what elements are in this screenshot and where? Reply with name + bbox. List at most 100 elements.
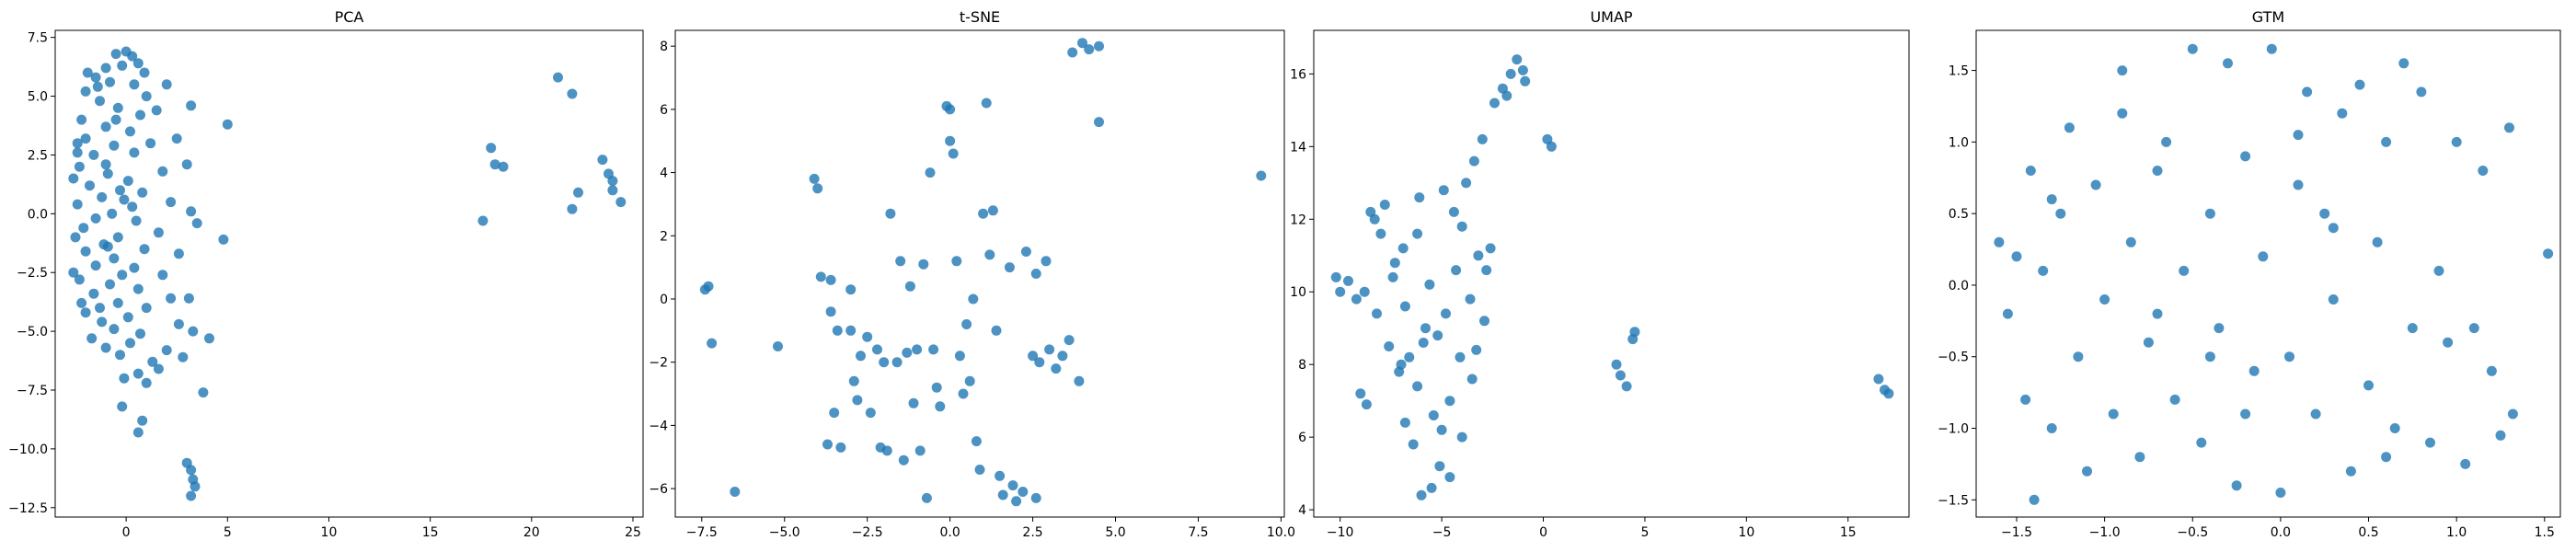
scatter-point xyxy=(891,357,903,368)
x-tick-label: 20 xyxy=(523,525,540,540)
scatter-point xyxy=(872,344,882,355)
scatter-point xyxy=(945,135,956,146)
scatter-point xyxy=(1883,388,1894,399)
scatter-point xyxy=(1330,271,1341,282)
scatter-point xyxy=(1485,243,1496,254)
scatter-point xyxy=(1621,381,1632,392)
scatter-point xyxy=(2143,337,2154,348)
scatter-point xyxy=(848,375,859,386)
scatter-point xyxy=(707,338,718,349)
scatter-point xyxy=(1505,68,1516,79)
scatter-point xyxy=(115,185,125,196)
scatter-point xyxy=(1067,47,1078,58)
scatter-point xyxy=(1020,247,1031,257)
scatter-point xyxy=(1471,344,1482,355)
scatter-point xyxy=(573,187,583,198)
scatter-point xyxy=(2328,294,2339,305)
scatter-point xyxy=(1434,461,1445,472)
scatter-point xyxy=(100,63,111,74)
scatter-point xyxy=(1361,399,1372,410)
scatter-point xyxy=(2248,365,2260,376)
scatter-series xyxy=(68,46,627,501)
scatter-point xyxy=(1384,341,1395,351)
scatter-point xyxy=(2204,208,2215,219)
axes-frame xyxy=(1313,29,1910,518)
scatter-point xyxy=(129,147,140,158)
scatter-point xyxy=(1444,472,1455,483)
y-tick-label: 1.0 xyxy=(1949,135,1969,150)
axes-frame xyxy=(54,29,644,518)
scatter-point xyxy=(2038,265,2049,276)
scatter-point xyxy=(1512,54,1523,65)
scatter-point xyxy=(2179,265,2190,276)
y-tick-label: 1.5 xyxy=(1949,64,1969,79)
axes-title: GTM xyxy=(2252,8,2284,26)
x-tick-label: 2.5 xyxy=(1022,525,1042,540)
scatter-point xyxy=(173,318,184,329)
y-tick-label: −1.0 xyxy=(1938,422,1969,437)
scatter-point xyxy=(1028,351,1039,362)
scatter-point xyxy=(80,133,91,144)
y-tick-label: −7.5 xyxy=(17,384,48,398)
scatter-point xyxy=(161,345,172,356)
x-tick-label: −1.0 xyxy=(2089,525,2121,540)
scatter-point xyxy=(997,489,1008,500)
scatter-point xyxy=(97,191,108,202)
scatter-point xyxy=(981,98,992,109)
y-tick-label: 8 xyxy=(660,40,668,54)
scatter-point xyxy=(95,303,105,314)
scatter-point xyxy=(773,341,783,351)
scatter-point xyxy=(567,203,578,214)
scatter-point xyxy=(122,312,133,323)
scatter-point xyxy=(1468,155,1479,167)
scatter-point xyxy=(995,470,1006,481)
scatter-point xyxy=(92,81,103,92)
scatter-point xyxy=(100,159,111,170)
x-tick-label: 1.0 xyxy=(2446,525,2467,540)
scatter-point xyxy=(553,72,563,83)
scatter-point xyxy=(1428,410,1439,420)
scatter-point xyxy=(489,159,500,170)
scatter-point xyxy=(147,356,158,367)
scatter-point xyxy=(2055,208,2066,219)
scatter-point xyxy=(76,297,87,308)
scatter-point xyxy=(1441,308,1451,319)
scatter-point xyxy=(1399,417,1410,428)
scatter-point xyxy=(1629,327,1640,338)
axes-panel: UMAP −10 −5 0 5 10 15 4 6 8 10 12 14 16 xyxy=(1290,8,1910,540)
scatter-point xyxy=(1030,269,1041,279)
scatter-point xyxy=(186,465,197,476)
scatter-point xyxy=(135,328,145,339)
scatter-point xyxy=(2293,130,2304,141)
x-tick-label: −2.5 xyxy=(852,525,883,540)
scatter-point xyxy=(1451,265,1462,276)
scatter-point xyxy=(895,256,906,267)
scatter-point xyxy=(1479,316,1489,327)
x-tick-label: 0.0 xyxy=(939,525,960,540)
scatter-point xyxy=(2073,351,2084,362)
scatter-point xyxy=(1396,359,1407,370)
scatter-point xyxy=(935,401,946,412)
y-tick-label: 6 xyxy=(660,103,668,118)
scatter-point xyxy=(2134,452,2145,463)
y-tick-label: −12.5 xyxy=(8,501,48,516)
scatter-point xyxy=(2117,65,2128,76)
scatter-point xyxy=(1084,44,1095,55)
scatter-point xyxy=(1372,308,1382,319)
scatter-point xyxy=(1004,262,1015,273)
scatter-point xyxy=(76,114,87,125)
scatter-point xyxy=(2240,408,2251,420)
scatter-point xyxy=(2468,323,2479,334)
scatter-point xyxy=(1030,492,1041,503)
scatter-point xyxy=(88,288,99,299)
scatter-point xyxy=(1044,344,1055,355)
scatter-point xyxy=(222,119,233,130)
scatter-point xyxy=(137,187,148,198)
scatter-point xyxy=(2231,480,2242,491)
scatter-point xyxy=(904,281,915,292)
scatter-point xyxy=(1387,271,1398,282)
scatter-point xyxy=(1418,338,1429,348)
y-tick-label: 0.5 xyxy=(1949,207,1969,222)
scatter-point xyxy=(2161,136,2172,147)
scatter-point xyxy=(1351,293,1362,305)
